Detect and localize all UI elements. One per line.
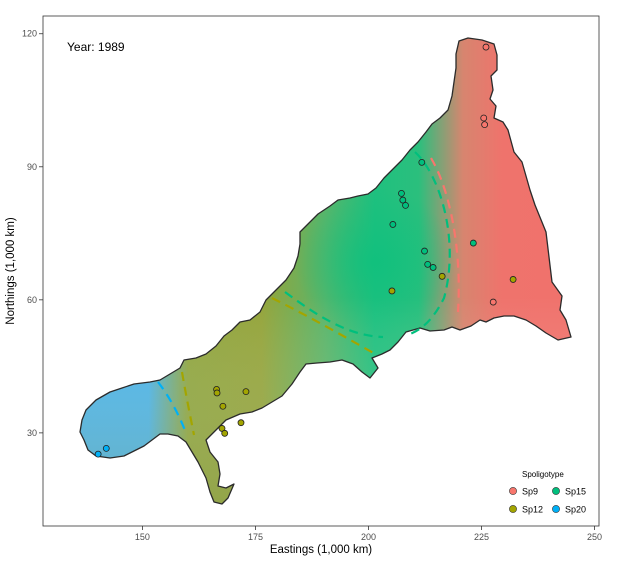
point-sp15 — [399, 196, 407, 204]
x-tick-label: 175 — [248, 532, 263, 542]
point-sp20 — [102, 444, 110, 452]
point-sp9 — [481, 121, 489, 129]
y-tick-label: 60 — [27, 295, 37, 305]
boundary-sp12-west-dash — [180, 371, 196, 436]
point-sp20 — [94, 450, 102, 458]
legend-label-sp20: Sp20 — [565, 505, 586, 515]
legend-title: Spoligotype — [522, 470, 564, 479]
point-sp15 — [398, 189, 405, 197]
y-axis-title: Northings (1,000 km) — [5, 217, 17, 325]
legend-label-sp15: Sp15 — [565, 487, 586, 497]
point-sp15 — [424, 260, 432, 268]
legend-key-sp9 — [509, 487, 517, 495]
point-sp12 — [509, 276, 517, 283]
point-sp12 — [213, 389, 221, 397]
legend-item-sp15: Sp15 — [552, 487, 586, 497]
point-sp15 — [429, 264, 437, 271]
point-sp12 — [242, 388, 250, 396]
legend-item-sp20: Sp20 — [552, 505, 586, 515]
axes: 150 175 200 225 250 30 60 90 120 — [22, 29, 602, 542]
point-sp9 — [482, 43, 490, 51]
point-sp12 — [237, 419, 245, 427]
point-sp15 — [418, 158, 426, 166]
point-sp15 — [402, 201, 409, 209]
point-sp9 — [489, 298, 497, 306]
territory-boundaries — [157, 151, 460, 436]
boundary-sp9-dash — [430, 157, 460, 313]
y-tick-label: 30 — [27, 428, 37, 438]
x-tick-label: 225 — [474, 532, 489, 542]
y-tick-label: 90 — [27, 162, 37, 172]
legend-item-sp9: Sp9 — [509, 487, 538, 497]
x-tick-label: 150 — [135, 532, 150, 542]
legend-key-sp15 — [552, 487, 560, 495]
boundary-sp12-north-dash — [271, 297, 378, 356]
point-sp12 — [219, 402, 227, 410]
point-sp15 — [389, 221, 397, 228]
spoligotype-points — [94, 43, 517, 458]
x-tick-label: 200 — [361, 532, 376, 542]
legend-key-sp12 — [509, 505, 517, 513]
y-tick-label: 120 — [22, 29, 37, 39]
x-axis-title: Eastings (1,000 km) — [270, 544, 372, 556]
point-sp12 — [221, 429, 229, 437]
point-sp15 — [421, 247, 428, 255]
point-sp15 — [469, 239, 477, 247]
legend-label-sp9: Sp9 — [522, 487, 538, 497]
year-label: Year: 1989 — [67, 40, 125, 54]
point-sp12 — [438, 272, 446, 280]
legend-item-sp12: Sp12 — [509, 505, 543, 515]
coastline — [79, 37, 572, 505]
legend-key-sp20 — [552, 505, 560, 513]
legend-label-sp12: Sp12 — [522, 505, 543, 515]
point-sp9 — [480, 114, 488, 122]
legend: Spoligotype Sp9 Sp15 Sp12 Sp20 — [509, 470, 586, 515]
x-tick-label: 250 — [587, 532, 602, 542]
point-sp12 — [388, 287, 396, 295]
boundary-sp20-dash — [157, 381, 188, 434]
